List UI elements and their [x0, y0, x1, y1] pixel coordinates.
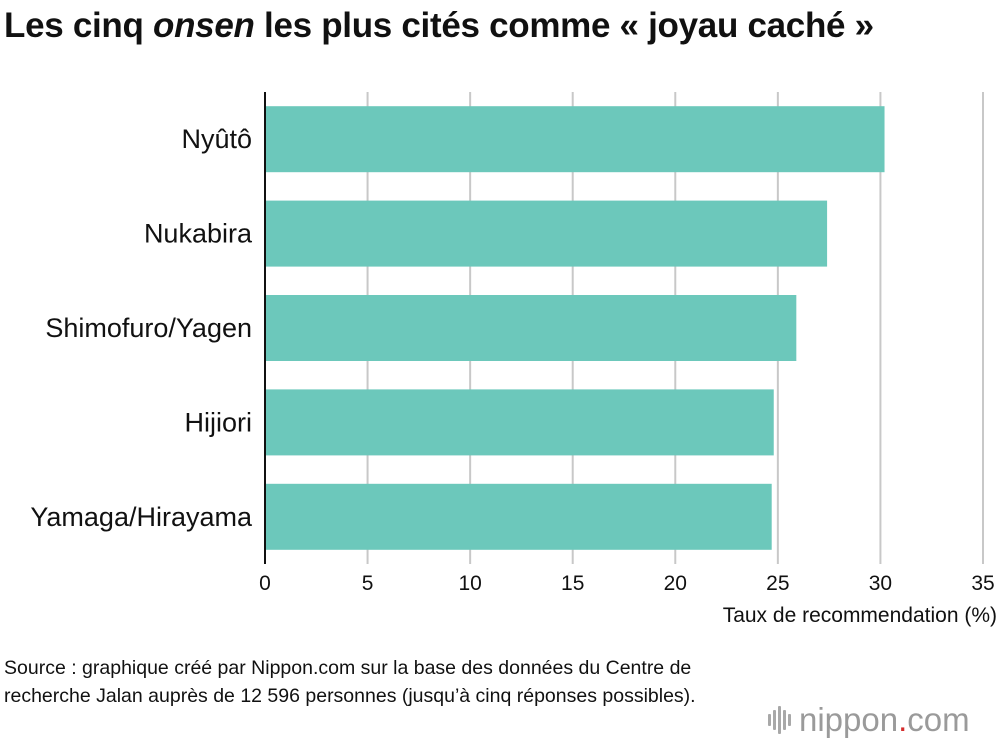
bar: [266, 200, 828, 267]
soundwave-icon: [768, 705, 791, 735]
logo-name: nippon: [799, 701, 899, 738]
x-tick-label: 35: [971, 572, 994, 595]
title-text-start: Les cinq: [4, 6, 154, 45]
x-tick-labels: 0 5 10 15 20 25 30 35: [259, 572, 995, 595]
x-tick-label: 0: [259, 572, 271, 595]
category-label: Hijiori: [185, 407, 253, 437]
logo-text: nippon.com: [799, 701, 970, 739]
source-note: Source : graphique créé par Nippon.com s…: [4, 657, 696, 707]
bar: [266, 483, 772, 550]
category-label: Shimofuro/Yagen: [45, 313, 252, 343]
bar-chart: Nyûtô Nukabira Shimofuro/Yagen Hijiori Yamag…: [30, 92, 997, 627]
bar: [266, 295, 797, 361]
category-label: Nukabira: [144, 219, 253, 249]
x-axis-label: Taux de recommendation (%): [723, 604, 997, 627]
x-tick-label: 5: [362, 572, 374, 595]
category-label: Nyûtô: [181, 124, 252, 154]
bars: [266, 106, 885, 550]
category-labels: Nyûtô Nukabira Shimofuro/Yagen Hijiori Yamag…: [30, 124, 253, 532]
bar: [266, 389, 774, 456]
title-emphasis: onsen: [153, 6, 255, 45]
x-tick-label: 20: [664, 572, 687, 595]
chart-title: Les cinq onsen les plus cités comme « jo…: [4, 6, 874, 46]
nippon-logo: nippon.com: [768, 698, 970, 742]
title-text-end: les plus cités comme « joyau caché »: [254, 6, 874, 45]
logo-suffix: com: [907, 701, 970, 738]
x-tick-label: 15: [561, 572, 584, 595]
logo-dot: .: [898, 701, 908, 738]
x-tick-label: 25: [766, 572, 789, 595]
bar: [266, 106, 885, 173]
x-tick-label: 30: [869, 572, 892, 595]
category-label: Yamaga/Hirayama: [30, 502, 253, 532]
x-tick-label: 10: [458, 572, 481, 595]
